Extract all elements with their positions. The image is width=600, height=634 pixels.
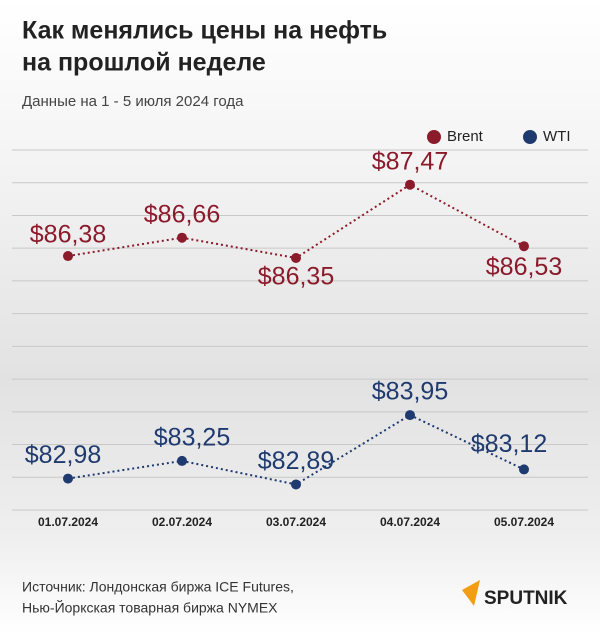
brand: SPUTNIK [484,588,568,609]
x-tick-label: 04.07.2024 [380,515,440,529]
chart-title: на прошлой неделе [22,49,266,77]
legend-label: Brent [447,128,484,145]
value-label: $86,53 [486,253,562,281]
point [177,455,187,466]
x-tick-label: 02.07.2024 [152,515,212,529]
value-label: $83,25 [154,424,230,452]
value-label: $87,47 [372,147,448,175]
value-label: $83,12 [471,430,547,458]
chart-title: Как менялись цены на нефть [22,17,387,45]
value-label: $86,66 [144,200,220,228]
value-label: $82,89 [258,447,334,475]
point [177,232,187,243]
value-label: $86,38 [30,221,106,249]
source: Нью-Йоркская товарная биржа NYMEX [22,599,278,616]
point [291,479,301,490]
x-tick-label: 03.07.2024 [266,515,326,529]
legend-marker [523,130,537,144]
legend-marker [427,130,441,144]
value-label: $82,98 [25,441,101,469]
point [405,410,415,421]
point [405,179,415,190]
point [63,251,73,262]
x-tick-label: 01.07.2024 [38,515,98,529]
x-tick-label: 05.07.2024 [494,515,554,529]
point [519,464,529,475]
legend-label: WTI [543,128,571,145]
value-label: $83,95 [372,378,448,406]
point [63,473,73,484]
point [519,241,529,252]
source: Источник: Лондонская биржа ICE Futures, [22,579,294,595]
subtitle: Данные на 1 - 5 июля 2024 года [22,93,244,110]
value-label: $86,35 [258,263,334,291]
brand-logo [462,580,480,606]
point [291,253,301,263]
